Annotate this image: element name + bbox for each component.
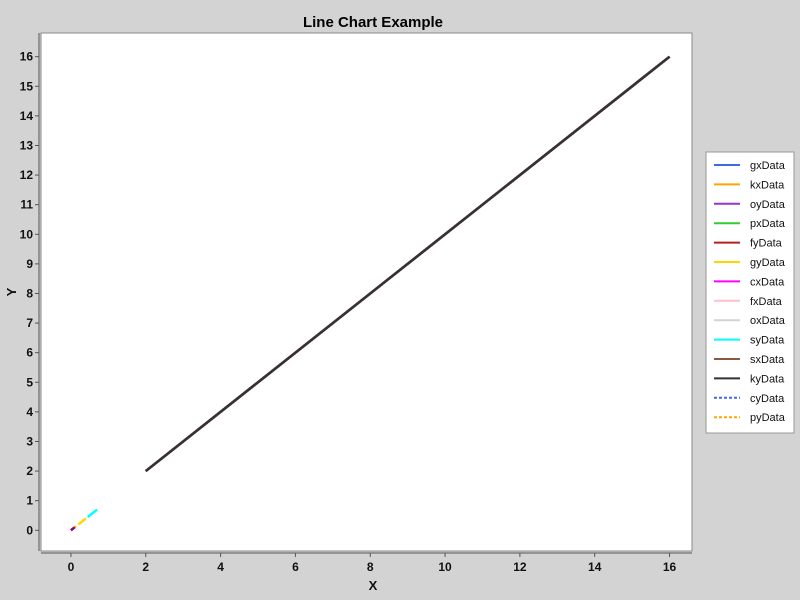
y-tick-label: 13 bbox=[20, 138, 34, 152]
legend-label-oxData: oxData bbox=[750, 315, 786, 327]
y-tick-label: 2 bbox=[26, 464, 33, 478]
legend-label-gyData: gyData bbox=[750, 257, 786, 269]
x-tick-label: 8 bbox=[367, 560, 374, 574]
y-tick-label: 12 bbox=[20, 168, 34, 182]
x-tick-label: 0 bbox=[68, 560, 75, 574]
y-tick-label: 5 bbox=[26, 375, 33, 389]
x-tick-label: 10 bbox=[438, 560, 452, 574]
y-tick-label: 14 bbox=[20, 109, 34, 123]
legend-label-cyData: cyData bbox=[750, 393, 785, 405]
x-tick-label: 4 bbox=[217, 560, 224, 574]
y-tick-label: 7 bbox=[26, 316, 33, 330]
legend-label-cxData: cxData bbox=[750, 276, 785, 288]
x-tick-label: 2 bbox=[142, 560, 149, 574]
legend-label-oyData: oyData bbox=[750, 199, 786, 211]
legend-label-pyData: pyData bbox=[750, 412, 786, 424]
x-tick-label: 12 bbox=[513, 560, 527, 574]
series-layer bbox=[70, 55, 671, 532]
y-tick-label: 11 bbox=[20, 198, 33, 212]
x-tick-label: 6 bbox=[292, 560, 299, 574]
legend-items: gxData kxData oyData pxData fyData gyData cxDa… bbox=[714, 160, 786, 424]
y-tick-label: 0 bbox=[26, 523, 33, 537]
plot-area bbox=[40, 32, 693, 552]
y-tick-label: 10 bbox=[20, 227, 34, 241]
legend: gxData kxData oyData pxData fyData gyData cxDa… bbox=[705, 151, 795, 434]
legend-label-sxData: sxData bbox=[750, 354, 785, 366]
chart-title: Line Chart Example bbox=[303, 14, 443, 31]
legend-box bbox=[705, 151, 795, 434]
series-line-kyData bbox=[144, 55, 671, 473]
y-tick-label: 4 bbox=[26, 405, 33, 419]
legend-label-kxData: kxData bbox=[750, 179, 785, 191]
legend-label-pxData: pxData bbox=[750, 218, 786, 230]
y-tick-label: 15 bbox=[20, 79, 34, 93]
x-axis-ticks: 0 2 4 6 8 10 12 14 16 bbox=[68, 553, 677, 574]
x-tick-label: 14 bbox=[588, 560, 602, 574]
legend-label-gxData: gxData bbox=[750, 160, 786, 172]
overlay-line-0 bbox=[70, 526, 76, 532]
series-line-gyData bbox=[77, 517, 87, 526]
y-tick-label: 1 bbox=[26, 494, 33, 508]
legend-label-fxData: fxData bbox=[750, 296, 783, 308]
x-axis-title: X bbox=[369, 578, 378, 593]
legend-label-syData: syData bbox=[750, 335, 785, 347]
y-axis-title: Y bbox=[4, 287, 19, 296]
y-tick-label: 6 bbox=[26, 346, 33, 360]
y-tick-label: 9 bbox=[26, 257, 33, 271]
x-tick-label: 16 bbox=[663, 560, 677, 574]
series-line-syData bbox=[86, 508, 98, 518]
y-tick-label: 8 bbox=[26, 286, 33, 300]
legend-label-fyData: fyData bbox=[750, 238, 783, 250]
legend-label-kyData: kyData bbox=[750, 373, 785, 385]
y-tick-label: 3 bbox=[26, 434, 33, 448]
y-tick-label: 16 bbox=[20, 50, 34, 64]
